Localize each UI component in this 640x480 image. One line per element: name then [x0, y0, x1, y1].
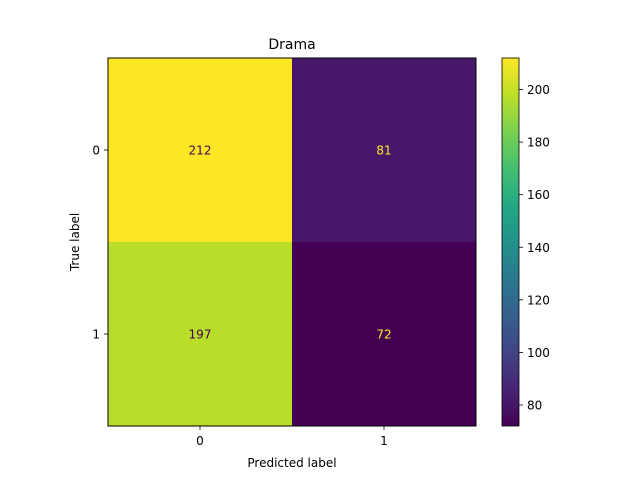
cell-value-label: 212 [189, 144, 212, 158]
colorbar-tick-label: 100 [527, 346, 550, 360]
x-tick-label: 1 [380, 434, 388, 448]
y-axis-label: True label [68, 213, 82, 272]
plot-frame [107, 57, 477, 427]
chart-title: Drama [268, 37, 315, 53]
colorbar-tick-label: 120 [527, 293, 550, 307]
x-axis-label: Predicted label [247, 456, 336, 470]
x-tick-label: 0 [196, 434, 204, 448]
y-axis: 01 [92, 144, 108, 342]
colorbar-tick-label: 140 [527, 241, 550, 255]
heatmap-cell [108, 58, 292, 242]
heatmap-cell [292, 58, 476, 242]
cell-value-label: 197 [189, 328, 212, 342]
heatmap-cell [108, 242, 292, 426]
colorbar-gradient [501, 57, 520, 427]
heatmap-cells: 212 81 197 72 [107, 57, 477, 427]
heatmap-cell [292, 242, 476, 426]
cell-value-label: 81 [376, 144, 391, 158]
colorbar: 80 100 120 140 160 180 200 [501, 57, 550, 427]
colorbar-tick-label: 200 [527, 83, 550, 97]
colorbar-tick-label: 80 [527, 398, 542, 412]
y-tick-label: 0 [92, 144, 100, 158]
y-tick-label: 1 [92, 328, 100, 342]
cell-value-label: 72 [376, 328, 391, 342]
colorbar-tick-label: 180 [527, 136, 550, 150]
colorbar-tick-label: 160 [527, 188, 550, 202]
